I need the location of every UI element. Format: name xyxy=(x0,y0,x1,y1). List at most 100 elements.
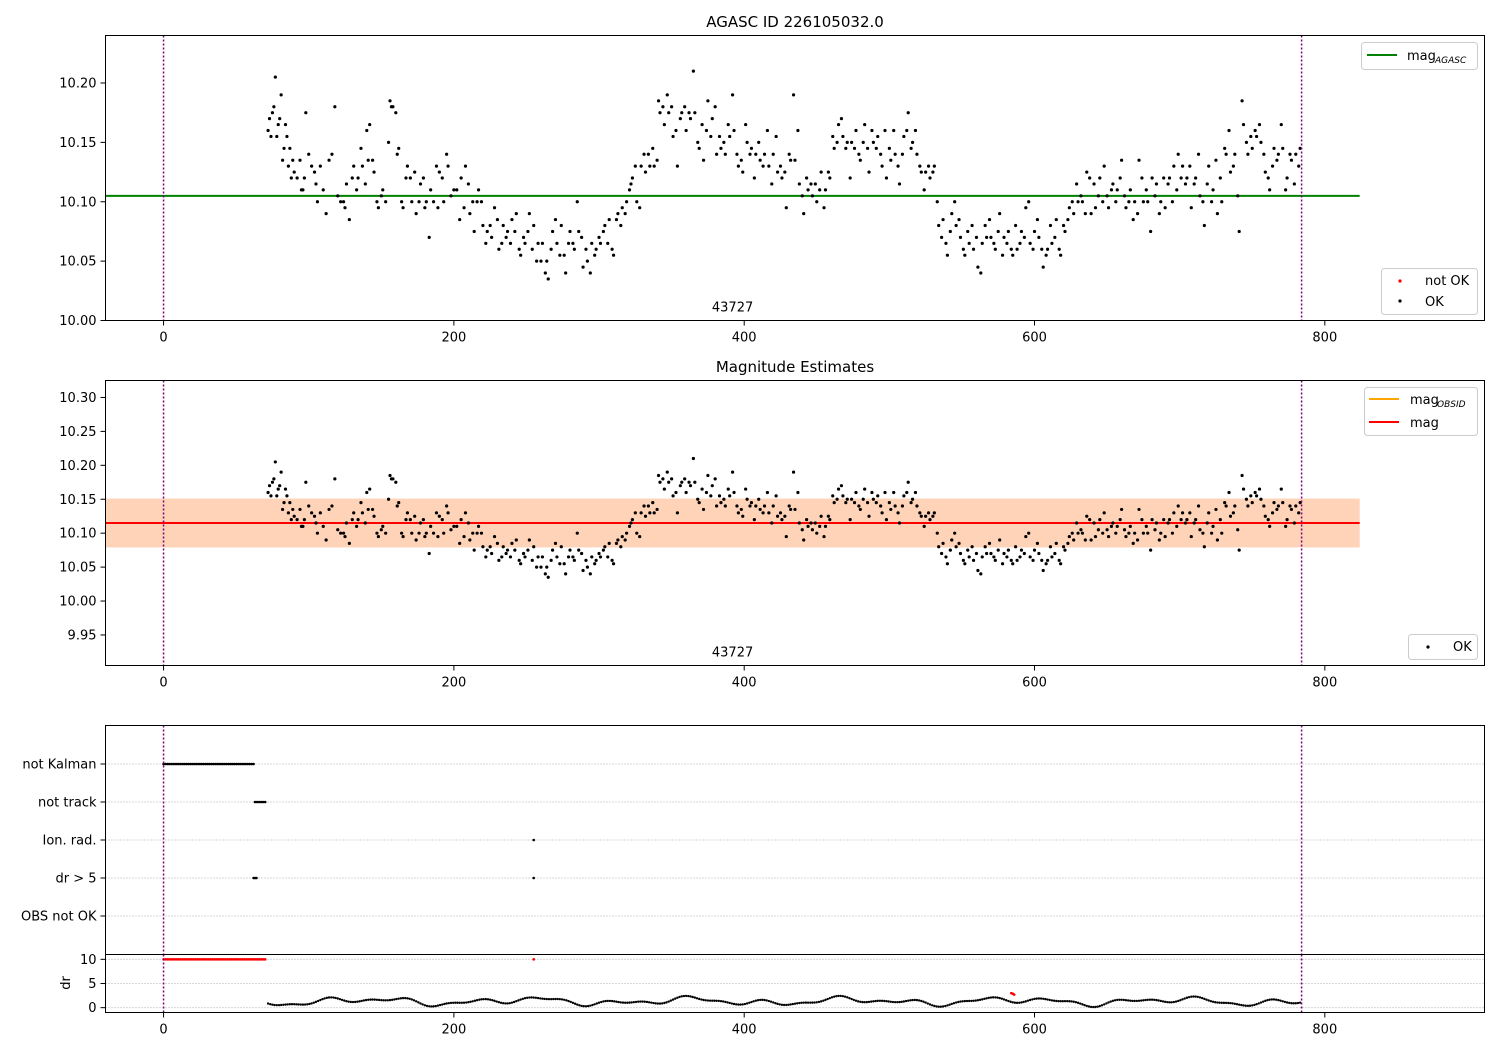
data-point xyxy=(976,568,980,573)
data-point xyxy=(459,518,463,522)
dr-point xyxy=(1203,997,1206,1001)
data-point xyxy=(352,164,356,168)
data-point xyxy=(291,507,295,512)
dr-point xyxy=(449,1001,453,1005)
data-point xyxy=(584,558,588,562)
data-point xyxy=(307,504,311,508)
data-point xyxy=(758,158,762,162)
flag-point xyxy=(175,762,179,766)
data-point xyxy=(1031,558,1035,562)
data-point xyxy=(276,122,280,127)
flag-point xyxy=(210,762,213,766)
data-point xyxy=(347,217,351,222)
dr-point xyxy=(893,1000,897,1004)
dr-point xyxy=(1074,1001,1078,1004)
data-point xyxy=(845,140,849,144)
data-point xyxy=(1240,99,1244,103)
dr-point xyxy=(1122,998,1125,1002)
data-point xyxy=(508,555,513,559)
data-point xyxy=(629,182,633,186)
data-point xyxy=(545,565,549,569)
legend-label-mag: mag xyxy=(1407,49,1436,64)
data-point xyxy=(282,146,286,150)
dr-point xyxy=(1181,998,1184,1001)
data-point xyxy=(1227,490,1231,495)
data-point xyxy=(283,122,288,127)
dr-point xyxy=(1013,1001,1017,1004)
data-point xyxy=(472,548,476,552)
data-point xyxy=(1066,541,1070,545)
data-point xyxy=(684,128,688,133)
dr-point xyxy=(1044,997,1047,1001)
dr-point xyxy=(815,1001,818,1004)
dr-point xyxy=(793,1002,797,1005)
y-tick-label: 10 xyxy=(80,953,97,968)
flag-category-label: not track xyxy=(38,796,97,811)
data-point xyxy=(892,128,896,133)
flag-point xyxy=(200,762,204,766)
data-point xyxy=(1137,507,1141,512)
dr-point xyxy=(674,997,677,1000)
data-point xyxy=(652,164,656,168)
data-point xyxy=(495,217,500,222)
data-point xyxy=(279,93,283,97)
data-point xyxy=(1183,521,1188,525)
data-point xyxy=(835,497,839,501)
dr-point xyxy=(384,999,387,1002)
data-point xyxy=(590,241,594,245)
data-point xyxy=(1092,182,1096,186)
data-point xyxy=(324,212,328,216)
data-point xyxy=(765,490,770,495)
dr-point xyxy=(1083,1003,1086,1007)
data-point xyxy=(1118,176,1122,180)
dr-point-not-ok xyxy=(213,958,216,961)
legend-subscript-obsid: OBSID xyxy=(1437,400,1466,410)
data-point xyxy=(909,501,913,505)
data-point xyxy=(417,200,421,204)
panel-estimates-title: Magnitude Estimates xyxy=(716,358,874,376)
data-point xyxy=(1268,524,1272,528)
dr-point xyxy=(606,999,609,1003)
data-point xyxy=(266,128,270,133)
dr-point xyxy=(1190,995,1193,998)
data-point xyxy=(530,247,534,251)
flag-point xyxy=(164,762,167,766)
data-point xyxy=(897,521,902,525)
dr-point xyxy=(571,1001,575,1005)
data-point xyxy=(1275,158,1279,162)
dr-point xyxy=(519,998,522,1001)
dr-point xyxy=(767,999,771,1003)
data-point xyxy=(442,200,446,204)
data-point xyxy=(463,511,468,515)
data-point xyxy=(421,518,425,522)
data-point xyxy=(1218,176,1222,180)
data-point xyxy=(458,541,462,545)
dr-point xyxy=(412,999,416,1002)
data-point xyxy=(440,176,444,180)
data-point xyxy=(797,521,801,525)
data-point xyxy=(940,551,944,556)
data-point xyxy=(926,511,931,515)
data-point xyxy=(826,514,830,518)
dr-point xyxy=(338,997,342,1001)
data-point xyxy=(519,562,523,566)
dr-point-not-ok xyxy=(254,958,258,961)
data-point xyxy=(386,140,391,144)
dr-point xyxy=(554,997,557,1001)
dr-point xyxy=(1268,998,1271,1001)
dr-point xyxy=(1022,1000,1025,1004)
data-point xyxy=(1214,158,1218,162)
y-tick-label: 5 xyxy=(88,977,96,992)
data-point xyxy=(571,555,575,559)
dr-point xyxy=(678,995,681,999)
data-point xyxy=(315,531,320,535)
data-point xyxy=(709,134,713,139)
dr-point xyxy=(286,1003,289,1006)
data-point xyxy=(722,497,726,501)
data-point xyxy=(887,146,891,150)
data-point xyxy=(1015,247,1019,251)
obsid-label: 43727 xyxy=(712,301,753,316)
x-tick-label: 200 xyxy=(441,676,466,691)
